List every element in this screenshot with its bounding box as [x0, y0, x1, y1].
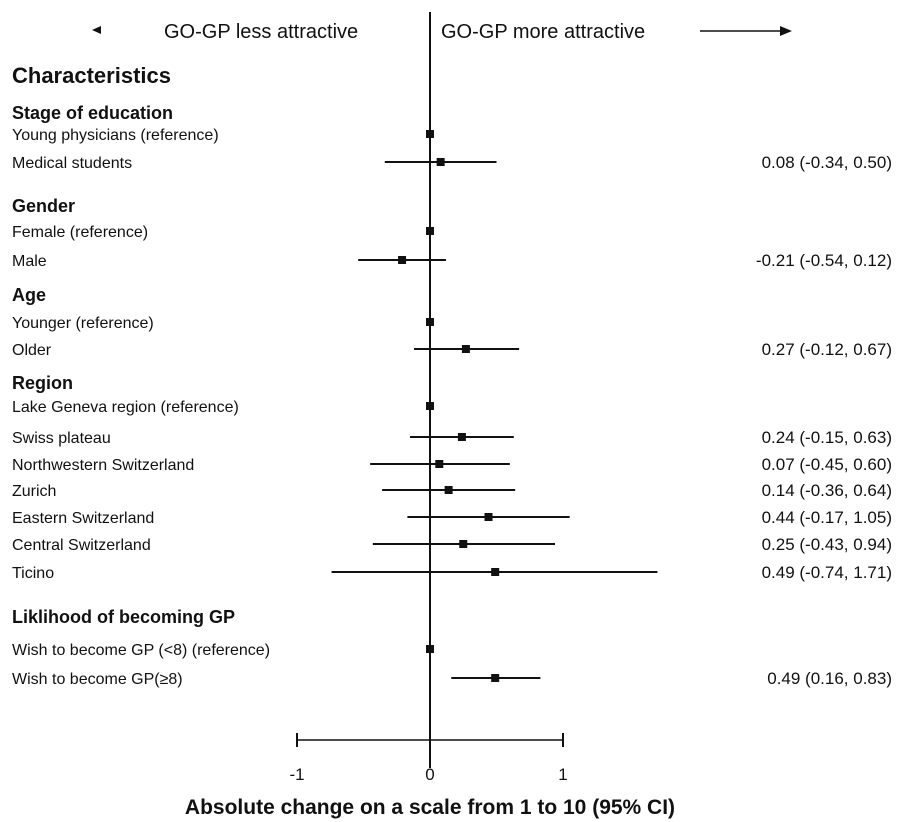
- estimate-text: -0.21 (-0.54, 0.12): [756, 251, 892, 270]
- group-title: Liklihood of becoming GP: [12, 607, 235, 627]
- estimate-marker: [444, 486, 453, 494]
- row-label: Zurich: [12, 483, 56, 500]
- estimate-text: 0.25 (-0.43, 0.94): [762, 535, 892, 554]
- x-tick-label: -1: [289, 765, 304, 784]
- estimate-marker: [398, 256, 407, 264]
- estimate-marker: [426, 402, 434, 410]
- row-label: Older: [12, 342, 52, 359]
- group-title: Stage of education: [12, 103, 173, 123]
- estimate-marker: [459, 540, 468, 548]
- row-label: Young physicians (reference): [12, 127, 219, 144]
- estimate-marker: [426, 318, 434, 326]
- estimate-text: 0.14 (-0.36, 0.64): [762, 481, 892, 500]
- estimate-marker: [491, 674, 500, 682]
- estimate-marker: [461, 345, 470, 353]
- x-axis-label: Absolute change on a scale from 1 to 10 …: [185, 796, 675, 819]
- row-label: Male: [12, 253, 47, 270]
- estimate-text: 0.49 (0.16, 0.83): [767, 669, 892, 688]
- group-title: Region: [12, 373, 73, 393]
- group-title: Age: [12, 285, 46, 305]
- estimate-marker: [457, 433, 466, 441]
- row-label: Female (reference): [12, 224, 148, 241]
- estimate-text: 0.07 (-0.45, 0.60): [762, 455, 892, 474]
- section-title: Characteristics: [12, 63, 171, 88]
- row-label: Ticino: [12, 565, 54, 582]
- estimate-text: 0.08 (-0.34, 0.50): [762, 153, 892, 172]
- row-label: Swiss plateau: [12, 430, 111, 447]
- x-tick-label: 1: [558, 765, 567, 784]
- estimate-text: 0.27 (-0.12, 0.67): [762, 340, 892, 359]
- row-label: Medical students: [12, 155, 132, 172]
- row-label: Central Switzerland: [12, 537, 151, 554]
- row-label: Wish to become GP(≥8): [12, 671, 183, 688]
- estimate-marker: [426, 130, 434, 138]
- estimate-text: 0.44 (-0.17, 1.05): [762, 508, 892, 527]
- group-title: Gender: [12, 196, 75, 216]
- row-label: Wish to become GP (<8) (reference): [12, 642, 270, 659]
- left-arrowhead-icon: [92, 26, 101, 34]
- x-tick-label: 0: [425, 765, 434, 784]
- estimate-marker: [435, 460, 444, 468]
- row-label: Lake Geneva region (reference): [12, 399, 239, 416]
- estimate-text: 0.24 (-0.15, 0.63): [762, 428, 892, 447]
- right-arrowhead-icon: [780, 26, 792, 36]
- estimate-marker: [426, 227, 434, 235]
- header-more-attractive: GO-GP more attractive: [441, 21, 645, 43]
- row-label: Younger (reference): [12, 315, 154, 332]
- header-less-attractive: GO-GP less attractive: [164, 21, 358, 43]
- estimate-marker: [436, 158, 445, 166]
- estimate-marker: [491, 568, 500, 576]
- estimate-marker: [426, 645, 434, 653]
- estimate-text: 0.49 (-0.74, 1.71): [762, 563, 892, 582]
- row-label: Northwestern Switzerland: [12, 457, 194, 474]
- row-label: Eastern Switzerland: [12, 510, 154, 527]
- estimate-marker: [484, 513, 493, 521]
